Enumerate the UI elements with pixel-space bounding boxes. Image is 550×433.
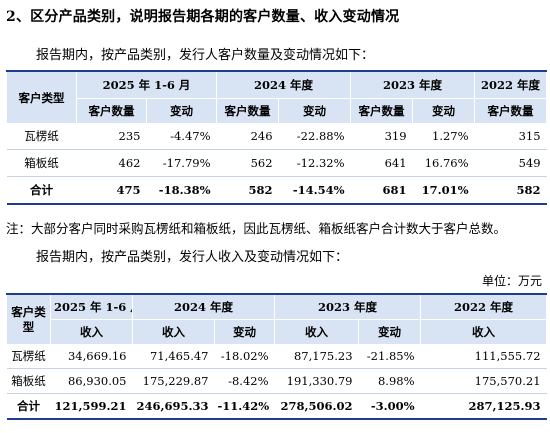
cell-change: 8.98%: [358, 368, 421, 394]
customer-count-table: 客户类型 2025 年 1-6 月 2024 年度 2023 年度 2022 年…: [6, 70, 548, 205]
corner-header: 客户类型: [6, 294, 51, 344]
cell-count: 562: [216, 149, 279, 177]
cell-income: 111,555.72: [420, 344, 547, 369]
cell-count: 582: [248, 183, 273, 197]
cell-income: 87,175.23: [274, 344, 359, 369]
row-label: 瓦楞纸: [6, 123, 77, 150]
table-header-row: 客户类型 2025 年 1-6 月 2024 年度 2023 年度 2022 年…: [6, 71, 548, 123]
cell-change: 17.01%: [421, 183, 469, 197]
cell-income: 71,465.47: [132, 344, 215, 369]
cell-income: 278,506.02: [280, 399, 353, 413]
table-note: 注：大部分客户同时采购瓦楞纸和箱板纸，因此瓦楞纸、箱板纸客户合计数大于客户总数。: [6, 221, 507, 236]
cell-change: -18.38%: [158, 183, 211, 197]
section-heading: 2、区分产品类别，说明报告期各期的客户数量、收入变动情况: [6, 9, 400, 25]
row-label: 箱板纸: [6, 149, 77, 177]
table-total-row: 合计 121,599.21 246,695.33 -11.42% 278,506…: [7, 394, 547, 420]
revenue-intro: 报告期内，按产品类别，发行人收入及变动情况如下：: [36, 250, 349, 265]
cell-income: 86,930.05: [50, 368, 133, 394]
table-row: 瓦楞纸 235 -4.47% 246 -22.88% 319 1.27% 315: [6, 123, 547, 150]
subheader-count: 客户数量: [474, 98, 548, 123]
subheader-count: 客户数量: [216, 98, 280, 123]
cell-income: 34,669.16: [50, 344, 133, 369]
cell-count: 235: [76, 123, 147, 150]
subheader-change: 变动: [213, 319, 276, 344]
period-header-2025h1: 2025 年 1-6 月: [75, 71, 218, 99]
cell-income: 121,599.21: [54, 399, 127, 413]
table-row: 箱板纸 86,930.05 175,229.87 -8.42% 191,330.…: [6, 368, 547, 394]
cell-count: 681: [382, 183, 407, 197]
subheader-change: 变动: [412, 98, 476, 123]
subheader-income: 收入: [50, 319, 133, 344]
subheader-income: 收入: [132, 319, 215, 344]
cell-count: 462: [76, 149, 147, 177]
cell-count: 315: [474, 123, 547, 150]
table-total-row: 合计 475 -18.38% 582 -14.54% 681 17.01% 58…: [7, 177, 547, 205]
period-header-2023: 2023 年度: [350, 71, 476, 99]
table-subheader-row: 客户数量 变动 客户数量 变动 客户数量 变动 客户数量: [6, 98, 548, 123]
cell-change: 16.76%: [412, 149, 475, 177]
subheader-change: 变动: [278, 98, 352, 123]
revenue-table: 客户类型 2025 年 1-6 月 2024 年度 2023 年度 2022 年…: [6, 293, 548, 420]
cell-income: 175,229.87: [132, 368, 215, 394]
cell-income: 191,330.79: [274, 368, 359, 394]
cell-income: 175,570.21: [420, 368, 547, 394]
cell-count: 549: [474, 149, 547, 177]
cell-change: -18.02%: [214, 344, 275, 369]
period-header-2025h1: 2025 年 1-6 月: [50, 294, 133, 320]
cell-count: 582: [516, 183, 541, 197]
period-header-2024: 2024 年度: [216, 71, 352, 99]
period-header-2023: 2023 年度: [274, 294, 422, 320]
cell-change: -8.42%: [214, 368, 275, 394]
period-header-2022: 2022 年度: [420, 294, 548, 320]
period-header-2024: 2024 年度: [131, 294, 276, 320]
cell-change: -3.00%: [370, 399, 415, 413]
cell-change: -12.32%: [278, 149, 351, 177]
subheader-count: 客户数量: [350, 98, 414, 123]
table-row: 箱板纸 462 -17.79% 562 -12.32% 641 16.76% 5…: [6, 149, 547, 177]
unit-label: 单位：万元: [481, 274, 542, 288]
table-subheader-row: 收入 收入 变动 收入 变动 收入: [6, 319, 548, 344]
corner-header: 客户类型: [6, 71, 77, 123]
cell-count: 319: [350, 123, 413, 150]
cell-count: 641: [350, 149, 413, 177]
cell-change: -4.47%: [146, 123, 217, 150]
cell-change: -17.79%: [146, 149, 217, 177]
cell-count: 246: [216, 123, 279, 150]
row-label: 合计: [30, 183, 53, 197]
cell-change: -22.88%: [278, 123, 351, 150]
table-header-row: 客户类型 2025 年 1-6 月 2024 年度 2023 年度 2022 年…: [6, 294, 548, 344]
cell-income: 287,125.93: [468, 399, 541, 413]
row-label: 瓦楞纸: [6, 344, 51, 369]
cell-change: 1.27%: [412, 123, 475, 150]
row-label: 箱板纸: [6, 368, 51, 394]
cell-change: -11.42%: [217, 399, 270, 413]
customer-count-intro: 报告期内，按产品类别，发行人客户数量及变动情况如下：: [36, 48, 375, 63]
row-label: 合计: [17, 399, 40, 413]
cell-count: 475: [116, 183, 141, 197]
cell-income: 246,695.33: [136, 399, 209, 413]
cell-change: -21.85%: [358, 344, 421, 369]
period-header-2022: 2022 年度: [474, 71, 548, 99]
subheader-income: 收入: [274, 319, 360, 344]
subheader-income: 收入: [420, 319, 548, 344]
subheader-change: 变动: [358, 319, 422, 344]
table-row: 瓦楞纸 34,669.16 71,465.47 -18.02% 87,175.2…: [6, 344, 547, 369]
subheader-count: 客户数量: [76, 98, 147, 123]
cell-change: -14.54%: [292, 183, 345, 197]
subheader-change: 变动: [145, 98, 218, 123]
